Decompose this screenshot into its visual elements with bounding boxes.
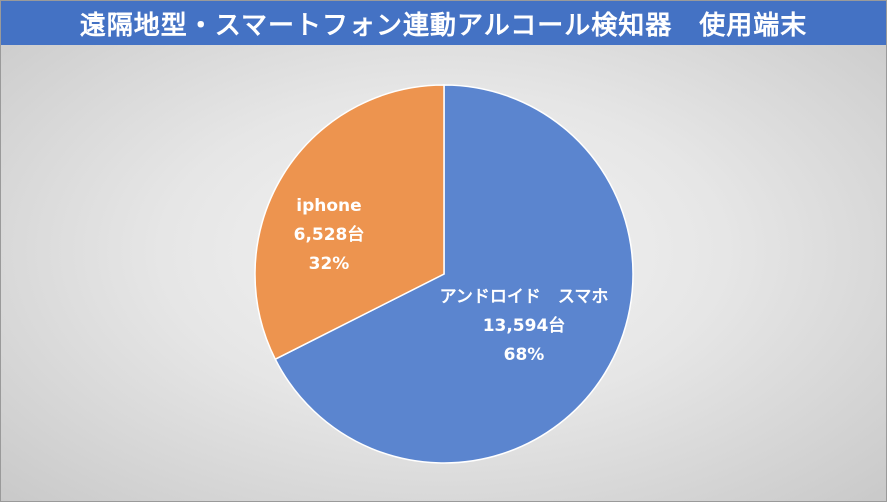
pie-labels: アンドロイド スマホ 13,594台 68% iphone 6,528台 32%	[294, 196, 609, 365]
chart-title-bar: 遠隔地型・スマートフォン連動アルコール検知器 使用端末	[1, 1, 886, 45]
pie-slice-android	[274, 84, 634, 464]
slice-label-value-iphone: 6,528台	[294, 224, 365, 245]
slice-label-name-iphone: iphone	[296, 196, 361, 216]
slice-label-value-android: 13,594台	[483, 315, 566, 336]
slice-label-name-android: アンドロイド スマホ	[440, 287, 609, 307]
pie-slices	[254, 84, 634, 464]
chart-title: 遠隔地型・スマートフォン連動アルコール検知器 使用端末	[79, 10, 808, 41]
slice-label-percent-iphone: 32%	[309, 254, 350, 274]
slice-label-percent-android: 68%	[504, 345, 545, 365]
pie-slice-iphone	[254, 84, 445, 361]
